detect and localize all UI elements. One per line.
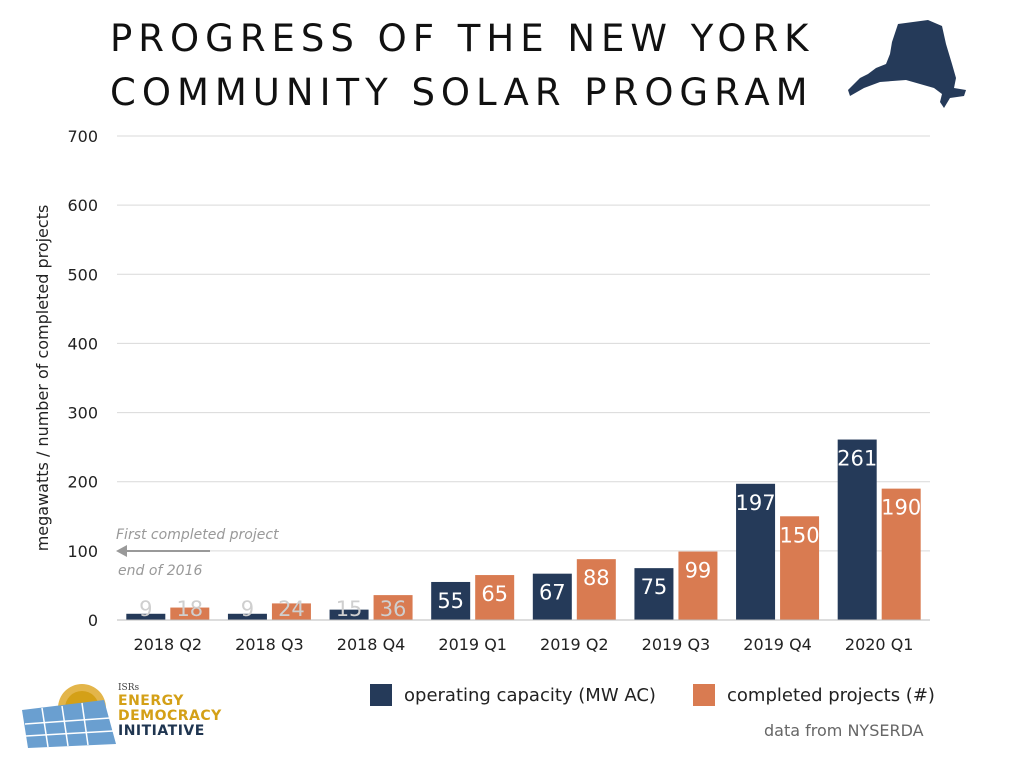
bar-capacity-4 <box>532 573 572 620</box>
annotation-arrowhead <box>116 545 127 557</box>
energy-democracy-initiative-logo: ISRs ENERGY DEMOCRACY INITIATIVE <box>20 682 240 752</box>
data-label-projects-6: 150 <box>780 523 820 547</box>
bar-capacity-0 <box>126 613 166 620</box>
x-axis-ticks: 2018 Q2 2018 Q3 2018 Q4 2019 Q1 2019 Q2 2019 … <box>134 635 914 654</box>
data-label-capacity-6: 197 <box>736 491 776 515</box>
data-label-projects-3: 65 <box>481 582 508 606</box>
y-tick-label-0: 0 <box>88 611 98 630</box>
chart-title-line-2: COMMUNITY SOLAR PROGRAM <box>110 71 814 114</box>
data-label-capacity-3: 55 <box>437 589 464 613</box>
source-note: data from NYSERDA <box>764 721 924 740</box>
x-tick-label-7: 2020 Q1 <box>845 635 914 654</box>
data-label-projects-7: 190 <box>881 496 921 520</box>
bar-projects-6 <box>780 516 820 620</box>
x-tick-label-0: 2018 Q2 <box>134 635 203 654</box>
chart-title-line-1: PROGRESS OF THE NEW YORK <box>110 17 815 60</box>
first-project-annotation: First completed project end of 2016 <box>116 527 279 579</box>
data-label-projects-1: 24 <box>278 597 305 621</box>
data-label-capacity-2: 15 <box>336 597 363 621</box>
legend-label-completed-projects: completed projects (#) <box>727 684 935 706</box>
y-tick-label-700: 700 <box>67 127 98 146</box>
data-label-projects-0: 18 <box>176 597 203 621</box>
bar-projects-3 <box>475 575 515 620</box>
y-tick-label-500: 500 <box>67 265 98 284</box>
x-tick-label-5: 2019 Q3 <box>642 635 711 654</box>
y-tick-label-200: 200 <box>67 473 98 492</box>
logo-org-mark: ISRs <box>118 683 140 693</box>
y-tick-label-600: 600 <box>67 196 98 215</box>
legend-item-completed-projects: completed projects (#) <box>693 682 935 708</box>
data-label-capacity-0: 9 <box>139 597 152 621</box>
logo-word-initiative: INITIATIVE <box>118 723 205 739</box>
bar-capacity-1 <box>227 613 267 620</box>
bar-capacity-6 <box>736 483 776 620</box>
legend-swatch-completed-projects <box>693 684 715 706</box>
data-label-capacity-1: 9 <box>241 597 254 621</box>
bar-projects-5 <box>678 551 718 620</box>
y-axis-ticks: 0 100 200 300 400 500 600 700 <box>67 127 98 630</box>
bar-capacity-2 <box>329 609 369 620</box>
bar-projects-7 <box>881 488 921 620</box>
annotation-text-line-1: First completed project <box>116 527 279 543</box>
data-label-capacity-4: 67 <box>539 581 566 605</box>
data-label-capacity-5: 75 <box>641 575 668 599</box>
logo-word-democracy: DEMOCRACY <box>118 708 222 724</box>
new-york-state-icon <box>848 20 966 108</box>
logo-text: ISRs ENERGY DEMOCRACY INITIATIVE <box>118 683 222 739</box>
bar-projects-1 <box>271 603 311 620</box>
data-label-projects-2: 36 <box>380 597 407 621</box>
x-tick-label-2: 2018 Q4 <box>337 635 406 654</box>
bar-projects-2 <box>373 595 413 620</box>
y-tick-label-300: 300 <box>67 404 98 423</box>
annotation-text-line-2: end of 2016 <box>118 563 202 579</box>
data-label-projects-5: 99 <box>685 559 712 583</box>
y-tick-label-400: 400 <box>67 334 98 353</box>
legend-item-operating-capacity: operating capacity (MW AC) <box>370 682 656 708</box>
bar-capacity-5 <box>634 568 674 620</box>
x-tick-label-3: 2019 Q1 <box>438 635 507 654</box>
bar-projects-0 <box>170 607 210 620</box>
data-label-capacity-7: 261 <box>837 447 877 471</box>
legend-label-operating-capacity: operating capacity (MW AC) <box>404 684 656 706</box>
legend-swatch-operating-capacity <box>370 684 392 706</box>
x-tick-label-1: 2018 Q3 <box>235 635 304 654</box>
x-tick-label-6: 2019 Q4 <box>743 635 812 654</box>
grid-lines <box>117 135 930 552</box>
bar-projects-4 <box>576 559 616 620</box>
x-tick-label-4: 2019 Q2 <box>540 635 609 654</box>
data-label-projects-4: 88 <box>583 566 610 590</box>
solar-panel-sun-icon <box>22 684 116 748</box>
logo-word-energy: ENERGY <box>118 693 184 709</box>
y-tick-label-100: 100 <box>67 542 98 561</box>
bar-capacity-3 <box>431 581 471 620</box>
y-axis-label: megawatts / number of completed projects <box>33 205 52 552</box>
bar-capacity-7 <box>837 439 877 620</box>
